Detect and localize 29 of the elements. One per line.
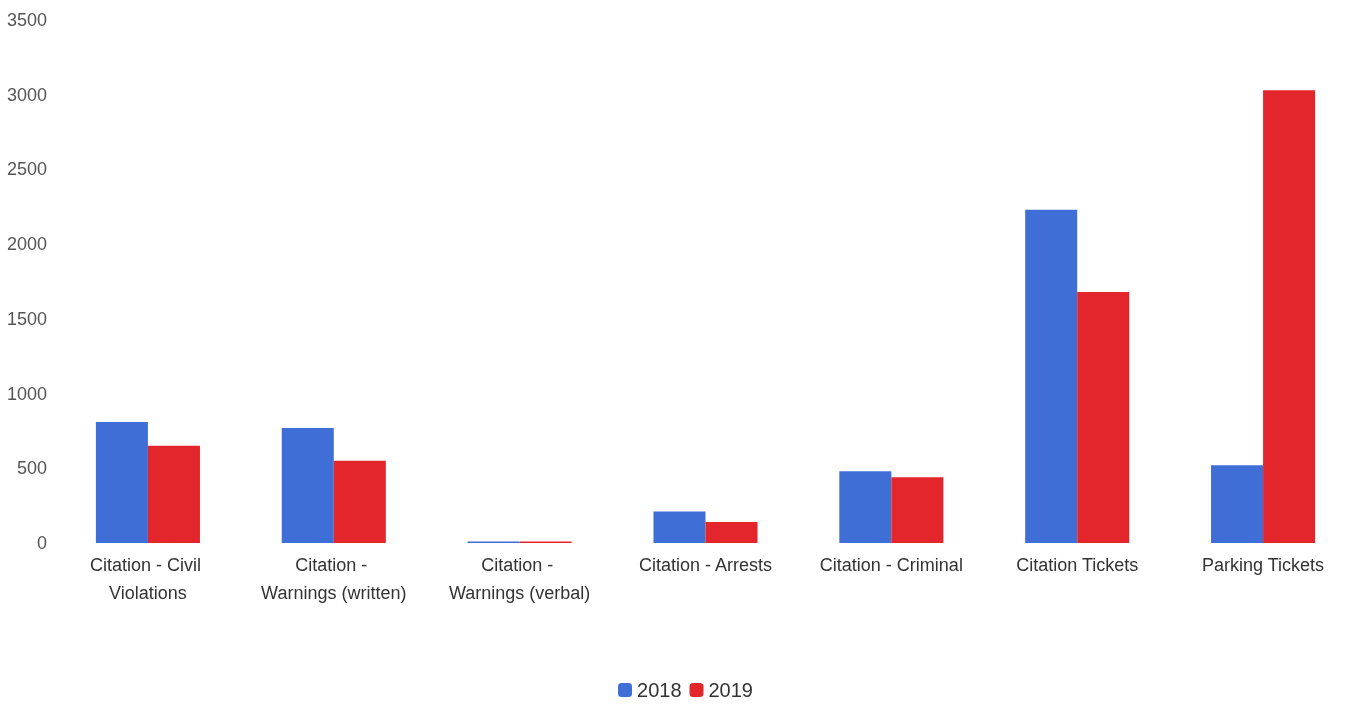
x-tick-label: Citation - Warnings (written) (261, 555, 407, 603)
bar (1025, 209, 1078, 543)
y-tick-label: 1500 (6, 308, 47, 329)
bar (333, 460, 386, 543)
bar (147, 445, 200, 543)
y-tick-label: 3500 (6, 10, 47, 30)
y-tick-label: 2000 (6, 234, 47, 255)
x-tick-label: Citation - Civil Violations (89, 555, 206, 603)
y-tick-label: 3000 (6, 84, 47, 105)
x-tick-label: Parking Tickets (1202, 555, 1325, 575)
bar (705, 522, 758, 543)
bar (653, 511, 706, 543)
y-tick-label: 1000 (6, 383, 47, 404)
x-tick-label: Citation - Criminal (819, 555, 963, 575)
y-tick-label: 2500 (6, 159, 47, 180)
y-tick-label: 0 (36, 533, 47, 553)
x-tick-label: Citation - Arrests (638, 555, 773, 575)
bar (891, 477, 944, 543)
bar (839, 471, 892, 543)
y-tick-label: 500 (16, 458, 47, 479)
x-tick-label: Citation Tickets (1016, 555, 1139, 575)
bar (1211, 465, 1264, 543)
legend-label: 2018 (637, 679, 682, 701)
bar (1263, 90, 1316, 543)
bar (281, 427, 334, 543)
bar (1077, 291, 1130, 543)
x-tick-label: Citation - Warnings (verbal) (448, 555, 591, 603)
legend-label: 2019 (708, 679, 753, 701)
bar (95, 421, 148, 543)
